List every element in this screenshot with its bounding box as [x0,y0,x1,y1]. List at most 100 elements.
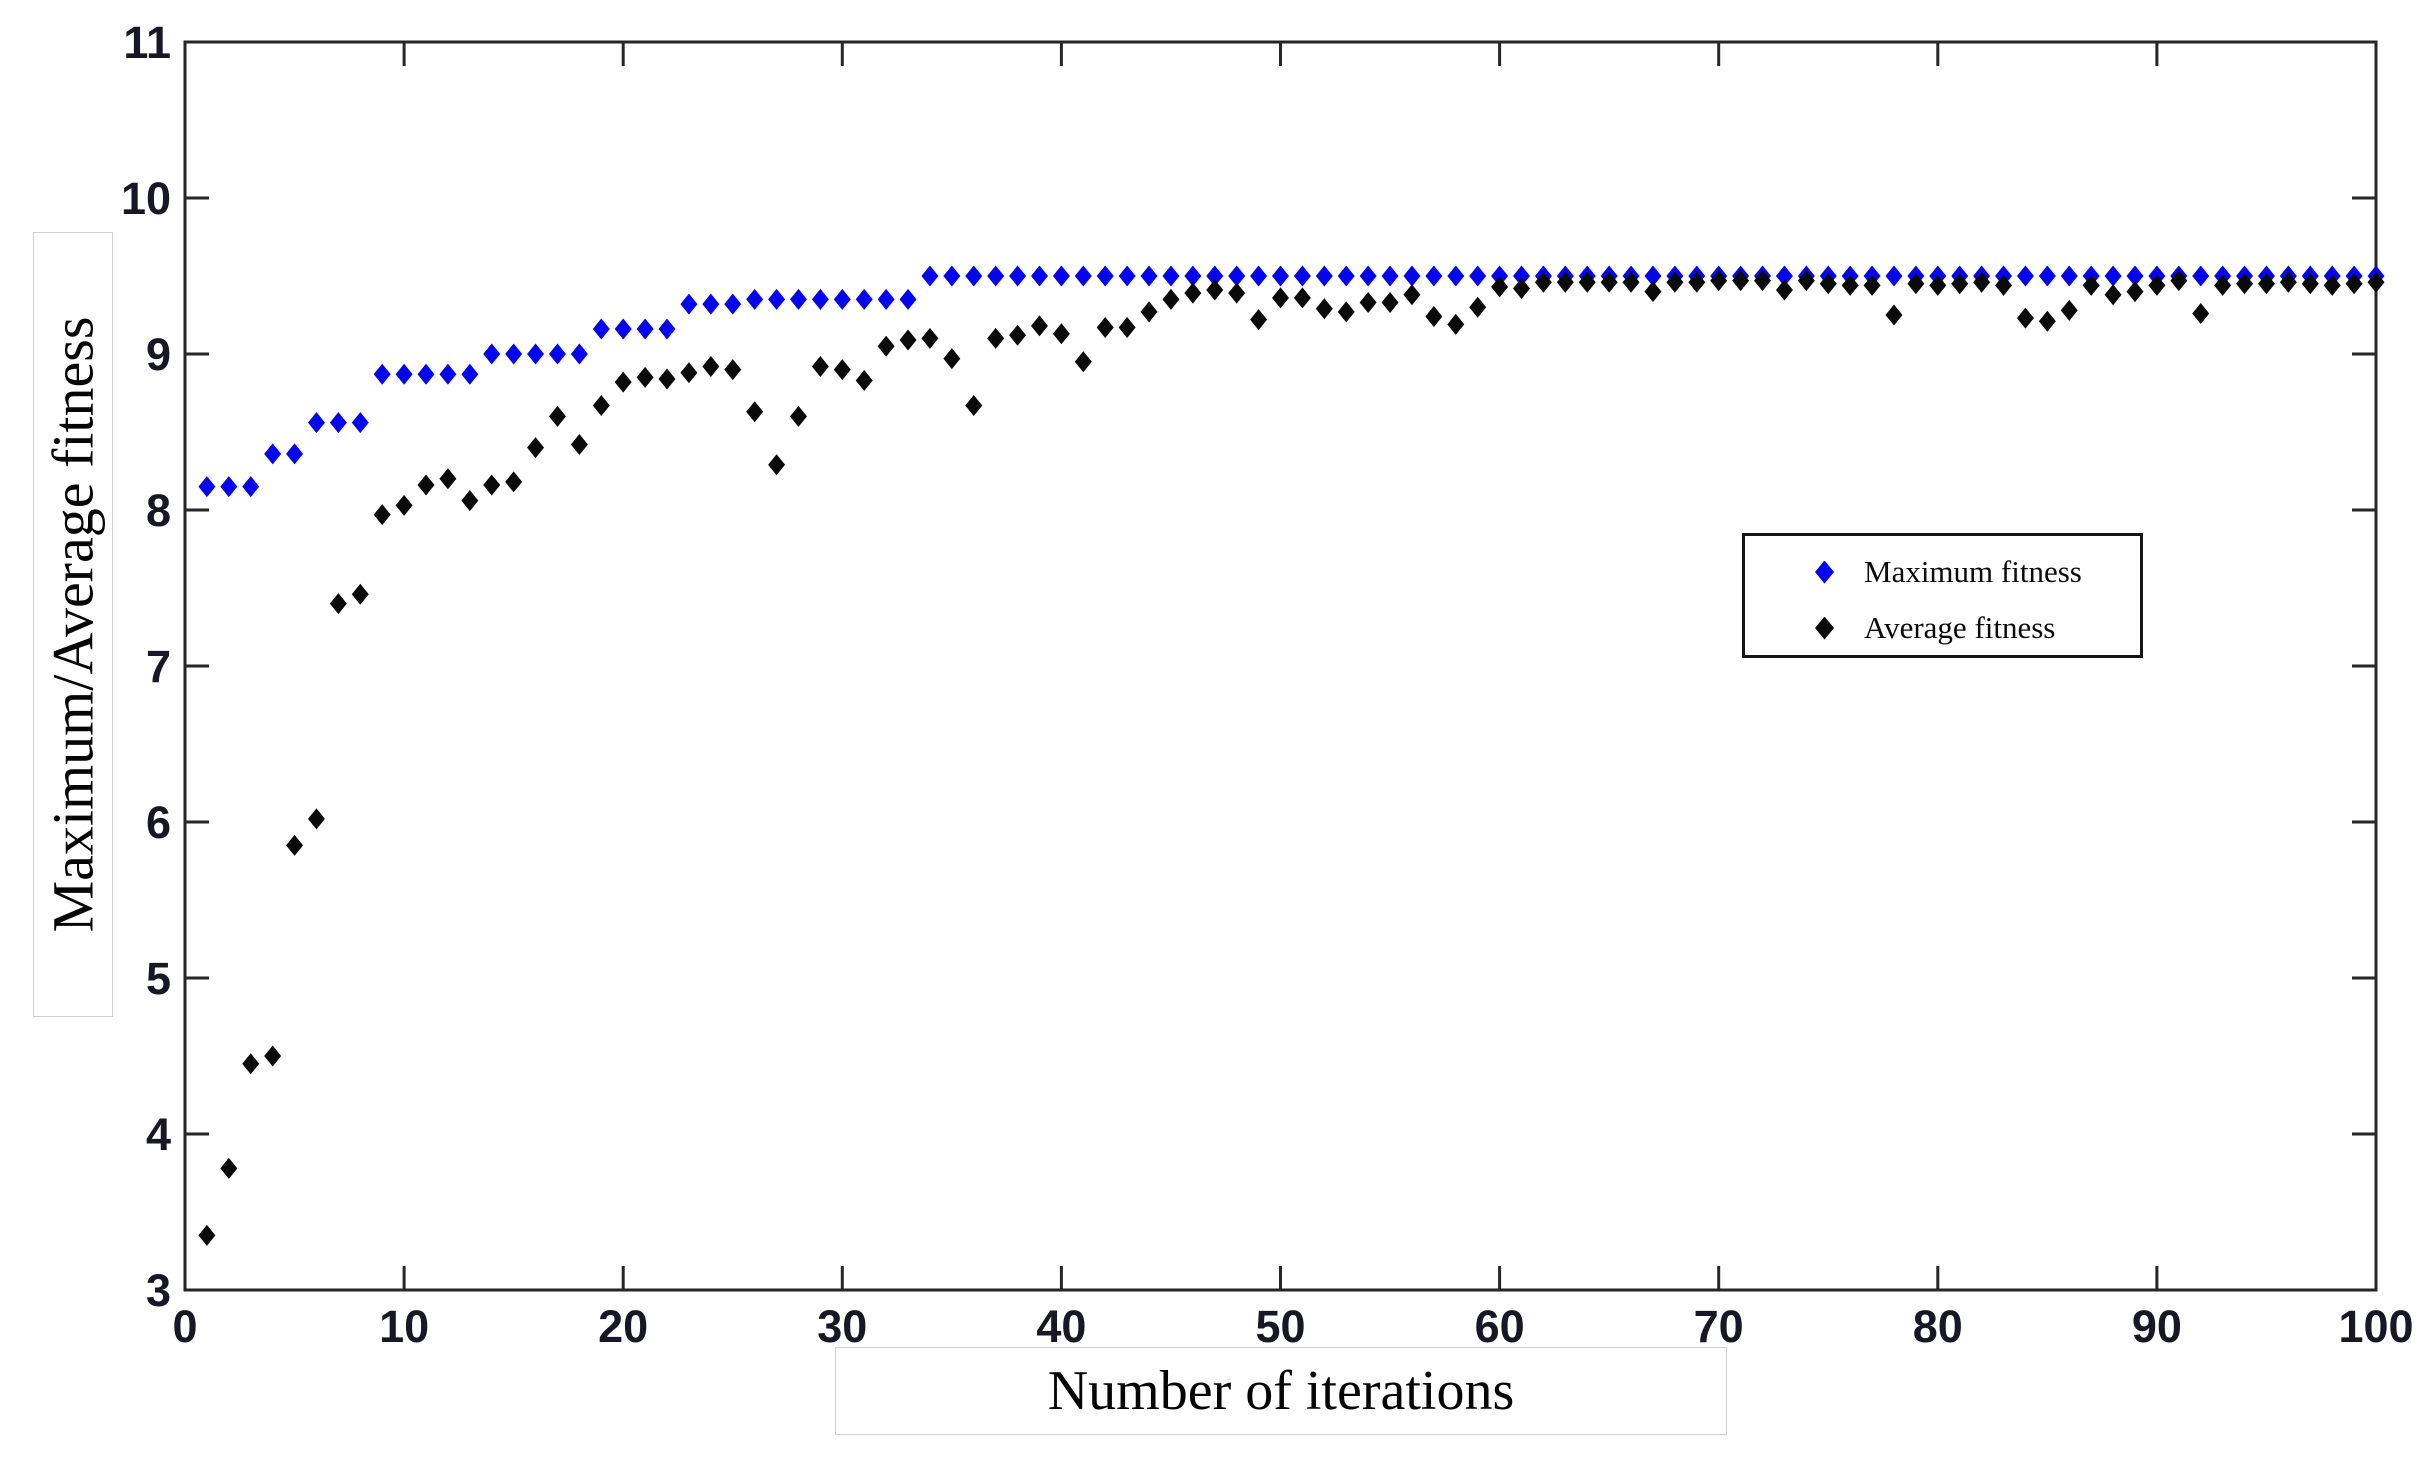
y-tick-label: 3 [146,1265,171,1316]
x-tick-label: 10 [379,1301,429,1352]
data-point-maximum-fitness [220,476,238,498]
data-point-average-fitness [1995,274,2013,296]
data-point-maximum-fitness [592,318,610,340]
data-point-average-fitness [1447,313,1465,335]
data-point-maximum-fitness [395,363,413,385]
data-point-maximum-fitness [373,363,391,385]
x-tick-label: 20 [598,1301,648,1352]
data-point-average-fitness [1797,270,1815,292]
data-point-maximum-fitness [636,318,654,340]
data-point-maximum-fitness [2192,265,2210,287]
data-point-maximum-fitness [483,343,501,365]
data-point-maximum-fitness [1228,265,1246,287]
data-point-average-fitness [1425,306,1443,328]
data-point-average-fitness [2214,274,2232,296]
data-point-average-fitness [636,366,654,388]
data-point-maximum-fitness [264,443,282,465]
data-point-maximum-fitness [1885,265,1903,287]
data-point-average-fitness [1732,270,1750,292]
y-tick-label: 11 [123,17,171,68]
data-point-average-fitness [1381,292,1399,314]
y-tick-label: 7 [146,641,171,692]
data-point-average-fitness [1359,292,1377,314]
data-point-average-fitness [2345,273,2363,295]
plot-border [183,40,2378,1292]
data-point-average-fitness [373,504,391,526]
data-point-average-fitness [264,1045,282,1067]
data-point-maximum-fitness [2060,265,2078,287]
data-point-maximum-fitness [811,288,829,310]
diamond-marker-icon [1815,560,1834,584]
data-point-average-fitness [1250,309,1268,331]
data-point-average-fitness [1885,304,1903,326]
data-point-maximum-fitness [329,412,347,434]
data-point-average-fitness [2016,307,2034,329]
y-tick-label: 8 [146,485,171,536]
data-point-maximum-fitness [965,265,983,287]
data-point-average-fitness [855,370,873,392]
data-point-average-fitness [351,583,369,605]
data-point-maximum-fitness [307,412,325,434]
data-point-average-fitness [1096,316,1114,338]
data-point-maximum-fitness [1491,265,1509,287]
data-point-average-fitness [592,394,610,416]
data-point-maximum-fitness [1775,265,1793,287]
data-point-maximum-fitness [1162,265,1180,287]
data-point-maximum-fitness [351,412,369,434]
data-point-maximum-fitness [1447,265,1465,287]
data-point-average-fitness [1666,271,1684,293]
data-point-maximum-fitness [1030,265,1048,287]
data-point-maximum-fitness [505,343,523,365]
data-point-average-fitness [1775,279,1793,301]
data-point-maximum-fitness [1513,265,1531,287]
data-point-average-fitness [1228,282,1246,304]
data-point-maximum-fitness [855,288,873,310]
data-point-average-fitness [1009,324,1027,346]
data-point-maximum-fitness [1250,265,1268,287]
data-point-maximum-fitness [1206,265,1224,287]
data-point-average-fitness [1030,315,1048,337]
data-point-average-fitness [1074,351,1092,373]
data-point-maximum-fitness [417,363,435,385]
data-point-average-fitness [1929,274,1947,296]
data-point-average-fitness [1513,277,1531,299]
data-point-maximum-fitness [1644,265,1662,287]
data-point-average-fitness [1819,273,1837,295]
data-point-maximum-fitness [1009,265,1027,287]
x-tick-label: 50 [1255,1301,1305,1352]
data-point-average-fitness [746,401,764,423]
data-point-average-fitness [768,454,786,476]
data-point-average-fitness [1578,271,1596,293]
data-point-maximum-fitness [1315,265,1333,287]
data-point-maximum-fitness [2038,265,2056,287]
data-point-average-fitness [2236,273,2254,295]
data-point-maximum-fitness [1184,265,1202,287]
data-point-average-fitness [1403,284,1421,306]
data-point-average-fitness [417,474,435,496]
data-point-average-fitness [1491,276,1509,298]
data-point-maximum-fitness [2016,265,2034,287]
data-point-average-fitness [1622,271,1640,293]
data-point-average-fitness [965,394,983,416]
data-point-average-fitness [1600,271,1618,293]
data-point-maximum-fitness [1425,265,1443,287]
data-point-maximum-fitness [461,363,479,385]
x-tick-label: 60 [1475,1301,1525,1352]
data-point-average-fitness [505,471,523,493]
data-point-average-fitness [2192,302,2210,324]
data-point-maximum-fitness [833,288,851,310]
data-point-average-fitness [2170,270,2188,292]
data-point-maximum-fitness [1096,265,1114,287]
data-point-average-fitness [2323,274,2341,296]
data-point-maximum-fitness [658,318,676,340]
data-point-average-fitness [1556,271,1574,293]
data-point-maximum-fitness [286,443,304,465]
data-point-average-fitness [702,355,720,377]
data-point-maximum-fitness [2126,265,2144,287]
data-point-average-fitness [1184,282,1202,304]
data-point-average-fitness [307,808,325,830]
data-point-average-fitness [658,368,676,390]
data-point-average-fitness [1688,271,1706,293]
data-point-average-fitness [811,355,829,377]
data-point-average-fitness [461,490,479,512]
